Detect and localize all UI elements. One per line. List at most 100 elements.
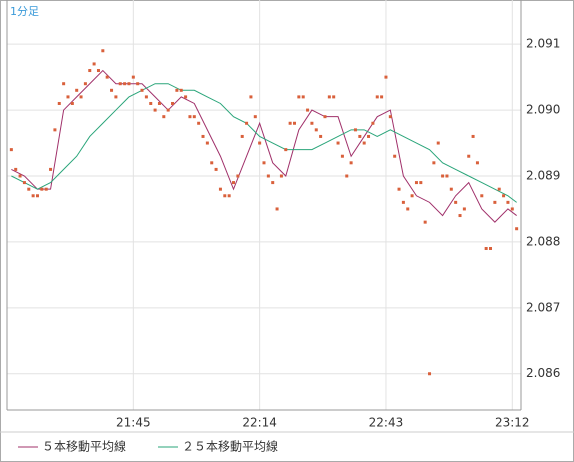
price-point bbox=[306, 108, 310, 112]
price-point bbox=[475, 161, 479, 165]
price-point bbox=[301, 95, 305, 99]
y-tick-label: 2.088 bbox=[526, 234, 560, 248]
price-point bbox=[40, 187, 44, 191]
y-tick-label: 2.087 bbox=[526, 300, 560, 314]
price-point bbox=[75, 88, 79, 92]
price-point bbox=[179, 88, 183, 92]
price-point bbox=[136, 82, 140, 86]
price-point bbox=[327, 95, 331, 99]
ma-line bbox=[11, 83, 517, 203]
price-point bbox=[414, 181, 418, 185]
y-tick-label: 2.091 bbox=[526, 37, 560, 51]
price-point bbox=[188, 115, 192, 119]
price-point bbox=[9, 148, 13, 152]
price-point bbox=[428, 372, 432, 376]
x-tick-label: 22:43 bbox=[369, 416, 404, 430]
price-point bbox=[140, 88, 144, 92]
price-point bbox=[297, 95, 301, 99]
price-point bbox=[35, 194, 39, 198]
price-point bbox=[153, 108, 157, 112]
y-tick-label: 2.086 bbox=[526, 366, 560, 380]
price-point bbox=[484, 247, 488, 251]
timeframe-label: 1分足 bbox=[10, 5, 39, 18]
price-point bbox=[275, 207, 279, 211]
price-point bbox=[205, 141, 209, 145]
price-point bbox=[149, 101, 153, 105]
price-point bbox=[340, 154, 344, 158]
price-point bbox=[332, 95, 336, 99]
price-point bbox=[419, 181, 423, 185]
price-point bbox=[249, 95, 253, 99]
price-point bbox=[88, 69, 92, 73]
price-point bbox=[467, 154, 471, 158]
price-point bbox=[114, 95, 118, 99]
price-point bbox=[192, 115, 196, 119]
price-point bbox=[410, 194, 414, 198]
price-point bbox=[279, 174, 283, 178]
price-point bbox=[83, 82, 87, 86]
price-point bbox=[506, 200, 510, 204]
price-point bbox=[353, 128, 357, 132]
price-point bbox=[223, 194, 227, 198]
price-point bbox=[227, 194, 231, 198]
price-point bbox=[232, 181, 236, 185]
price-point bbox=[384, 75, 388, 79]
price-point bbox=[497, 187, 501, 191]
price-point bbox=[406, 207, 410, 211]
price-point bbox=[253, 115, 257, 119]
price-point bbox=[49, 167, 53, 171]
price-point bbox=[197, 121, 201, 125]
price-point bbox=[471, 134, 475, 138]
price-point bbox=[489, 247, 493, 251]
price-point bbox=[358, 134, 362, 138]
price-point bbox=[336, 141, 340, 145]
price-point bbox=[236, 174, 240, 178]
price-point bbox=[441, 174, 445, 178]
price-point bbox=[480, 194, 484, 198]
y-tick-label: 2.090 bbox=[526, 103, 560, 117]
y-tick-label: 2.089 bbox=[526, 168, 560, 182]
price-point bbox=[131, 75, 135, 79]
price-point bbox=[31, 194, 35, 198]
price-point bbox=[105, 75, 109, 79]
price-point bbox=[123, 82, 127, 86]
price-point bbox=[62, 82, 66, 86]
price-point bbox=[445, 174, 449, 178]
price-point bbox=[310, 121, 314, 125]
price-point bbox=[271, 181, 275, 185]
price-point bbox=[18, 174, 22, 178]
price-point bbox=[371, 121, 375, 125]
price-point bbox=[101, 49, 105, 53]
price-point bbox=[144, 95, 148, 99]
price-point bbox=[367, 134, 371, 138]
price-point bbox=[262, 161, 266, 165]
price-point bbox=[314, 128, 318, 132]
price-point bbox=[380, 95, 384, 99]
price-point bbox=[258, 141, 262, 145]
price-point bbox=[515, 227, 519, 231]
price-point bbox=[110, 88, 114, 92]
price-point bbox=[22, 181, 26, 185]
x-tick-label: 23:12 bbox=[495, 416, 530, 430]
ma-line bbox=[11, 69, 517, 223]
price-point bbox=[266, 174, 270, 178]
price-point bbox=[162, 115, 166, 119]
price-point bbox=[288, 121, 292, 125]
price-point bbox=[27, 187, 31, 191]
price-point bbox=[388, 115, 392, 119]
price-point bbox=[436, 141, 440, 145]
price-point bbox=[166, 108, 170, 112]
price-point bbox=[449, 187, 453, 191]
price-point bbox=[240, 134, 244, 138]
price-point bbox=[79, 95, 83, 99]
price-point bbox=[319, 134, 323, 138]
price-point bbox=[66, 95, 70, 99]
price-point bbox=[375, 95, 379, 99]
price-point bbox=[92, 62, 96, 66]
price-point bbox=[502, 194, 506, 198]
price-point bbox=[284, 148, 288, 152]
price-point bbox=[397, 187, 401, 191]
price-point bbox=[462, 207, 466, 211]
